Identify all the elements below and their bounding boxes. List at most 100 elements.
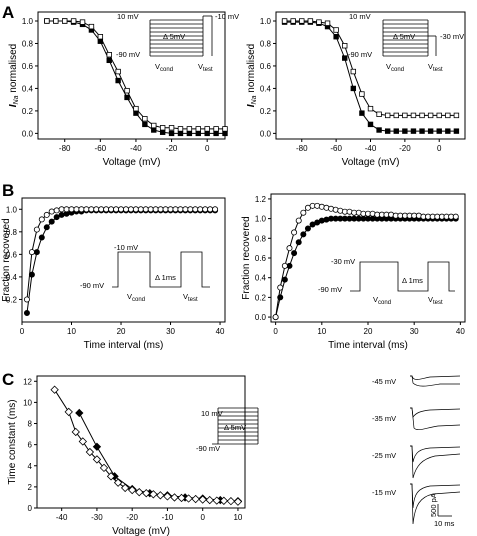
chart-b1-series-1-point xyxy=(48,208,55,215)
protocol-a2-hold: -90 mV xyxy=(348,50,372,59)
chart-b1-xtick-label: 10 xyxy=(67,327,76,336)
chart-a1-series-0-point xyxy=(115,77,121,84)
chart-b1-series-1-point xyxy=(68,206,75,213)
chart-a1-series-1-point xyxy=(79,19,86,25)
chart-a1-series-0-point xyxy=(124,94,130,101)
chart-b1-ytick-label: 0.4 xyxy=(6,273,18,282)
chart-b1-series-1-point xyxy=(202,206,209,213)
chart-c-xtick-label: 10 xyxy=(233,513,242,522)
chart-a2-series-0-point xyxy=(376,127,382,133)
chart-a2-series-1-point xyxy=(333,27,339,33)
chart-a1-series-1-point xyxy=(97,34,104,40)
chart-b1-series-0-point xyxy=(43,224,50,231)
chart-c-series-1-point xyxy=(163,492,172,501)
chart-a2-series-0-point xyxy=(350,85,357,92)
chart-c-series-1-point xyxy=(156,491,165,500)
chart-b1-series-0-point xyxy=(33,249,40,256)
chart-a2-ytick-label: 0.2 xyxy=(260,107,272,116)
chart-c-xtick-label: -30 xyxy=(91,513,103,522)
chart-b2-ytick-label: 0.4 xyxy=(255,274,267,283)
protocol-a1-cond: Vcond xyxy=(155,62,173,73)
chart-b1-series-1-point xyxy=(207,206,214,213)
chart-a1-series-1-point xyxy=(88,23,95,30)
chart-a2-series-0-point xyxy=(333,34,339,40)
protocol-a2-step: Δ 5mV xyxy=(393,32,415,41)
chart-c-ytick-label: 4 xyxy=(28,462,33,471)
chart-b1-series-1-point xyxy=(28,249,35,256)
chart-c-series-1-point xyxy=(85,447,95,457)
chart-c-series-1-point xyxy=(198,495,207,504)
chart-c-series-1-point xyxy=(113,478,123,487)
chart-c-series-1-point xyxy=(92,455,102,464)
chart-c-series-1-point xyxy=(191,494,200,504)
protocol-b1: -10 mV -90 mV Δ 1ms Vcond Vtest xyxy=(80,243,210,303)
chart-c-xtick-label: -10 xyxy=(162,513,174,522)
chart-b2-xtick-label: 30 xyxy=(410,327,419,336)
scale-bar-x-label: 10 ms xyxy=(434,519,455,528)
protocol-b1-cond: Vcond xyxy=(127,292,145,303)
chart-a1-series-0-point xyxy=(151,127,157,133)
chart-a1-series-0-point xyxy=(142,121,148,128)
protocol-c-hold: -90 mV xyxy=(196,444,220,453)
chart-a2-series-0-point xyxy=(384,128,391,134)
chart-c-series-0-point xyxy=(75,408,84,418)
chart-a2: -80 -60 -40 -20 0 0.0 0.2 0.4 0.6 0.8 1.0 Voltage (… xyxy=(246,11,466,168)
chart-b1-xtick-label: 0 xyxy=(20,327,25,336)
chart-b2-series-0-point xyxy=(295,239,302,246)
chart-a2-series-1-point xyxy=(316,19,322,25)
chart-b1-series-1-point xyxy=(103,206,110,213)
chart-a2-series-1-point xyxy=(350,68,357,75)
chart-a1-ytick-label: 0.6 xyxy=(22,62,34,71)
chart-a2-series-1-point xyxy=(299,18,305,24)
protocol-a2: 10 mV -30 mV -90 mV Δ 5mV Vcond Vtest xyxy=(348,12,464,73)
chart-a2-series-0-point xyxy=(419,128,425,134)
chart-a2-series-0-point xyxy=(342,55,348,61)
chart-a1-series-1-point xyxy=(159,125,166,131)
chart-a2-xtick-label: -60 xyxy=(330,144,342,153)
trace-45-b xyxy=(410,375,460,387)
protocol-a1-top: 10 mV xyxy=(117,12,139,21)
chart-a2-series-0-point xyxy=(445,128,451,134)
chart-b1-series-1-point xyxy=(73,206,80,213)
chart-b2-ytick-label: 1.0 xyxy=(255,215,267,224)
chart-c-ytick-label: 12 xyxy=(23,377,32,386)
chart-b1-series-1-point xyxy=(142,206,149,213)
protocol-b2-pulse: -30 mV xyxy=(331,257,355,266)
chart-a2-series-0-point xyxy=(393,128,399,134)
chart-b1-series-1-point xyxy=(212,206,219,213)
chart-a1-series-1-point xyxy=(124,87,130,94)
trace-25-a xyxy=(410,445,461,463)
chart-b1-series-1-point xyxy=(172,206,179,213)
protocol-b1-testv: Vtest xyxy=(183,292,198,303)
chart-a1-ytick-label: 0.8 xyxy=(22,39,34,48)
trace-15-a xyxy=(410,483,461,509)
chart-b1-series-1-point xyxy=(83,206,90,213)
panel-label-c: C xyxy=(2,370,14,389)
chart-a1-xtick-label: -80 xyxy=(59,144,71,153)
chart-c-series-0-point xyxy=(92,442,102,451)
chart-b2-series-1-point xyxy=(272,314,279,321)
chart-b1-series-1-line xyxy=(26,208,216,300)
chart-c-frame xyxy=(36,375,246,509)
chart-a1-ylabel: INa normalised xyxy=(8,44,20,107)
chart-a1-series-1-point xyxy=(142,116,148,122)
chart-b2-series-0-point xyxy=(281,276,288,283)
trace-35-b xyxy=(410,407,461,431)
chart-b2-series-1-point xyxy=(295,217,302,224)
chart-b2-xtick-label: 20 xyxy=(364,327,373,336)
chart-c-series-1-point xyxy=(226,496,236,506)
chart-c-series-1-point xyxy=(128,485,137,495)
chart-b1-series-1-point xyxy=(98,206,105,213)
chart-b1-series-1-point xyxy=(88,206,95,213)
chart-a2-ytick-label: 0.4 xyxy=(260,84,272,93)
chart-a2-series-1-point xyxy=(290,18,296,24)
chart-b1-series-1-point xyxy=(197,206,204,213)
chart-a1-series-0-point xyxy=(186,130,193,137)
chart-c-series-1-point xyxy=(205,495,214,505)
chart-b1-series-1-point xyxy=(157,206,164,213)
chart-b2-series-1-point xyxy=(291,229,298,236)
chart-b1-xlabel: Time interval (ms) xyxy=(84,340,164,351)
chart-a2-series-1-point xyxy=(281,18,288,24)
chart-b1-series-0-point xyxy=(38,234,45,241)
